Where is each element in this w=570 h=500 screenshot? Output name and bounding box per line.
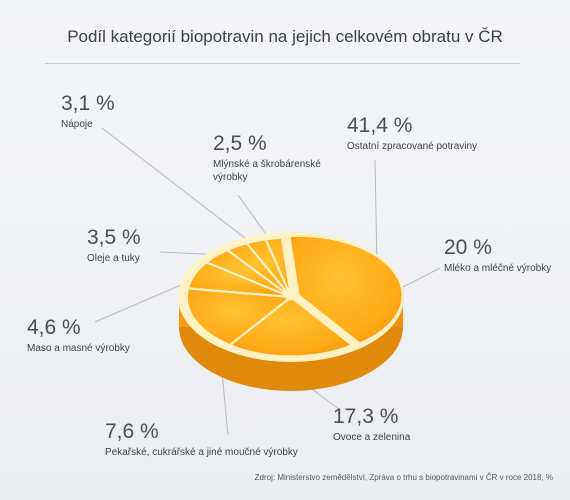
slice-name-ostatni: Ostatní zpracované potraviny: [347, 141, 478, 152]
pie-slice-ostatni: [288, 234, 404, 345]
slice-value-ostatni: 41,4 %: [347, 114, 413, 137]
pie-slice-mlynske: [264, 236, 293, 299]
title-divider: [45, 63, 520, 64]
slice-name-mleko: Mléko a mléčné výrobky: [444, 263, 552, 274]
slice-value-mlynske: 2,5 %: [213, 132, 267, 155]
slice-name-mlynske: Mlýnské a škrobárenské výrobky: [213, 159, 321, 183]
slice-value-ovoce: 17,3 %: [333, 405, 399, 428]
slice-label-oleje: 3,5 % Oleje a tuky: [87, 227, 141, 265]
source-note: Zdroj: Ministerstvo zemědělství, Zpráva …: [254, 473, 553, 482]
slice-label-ovoce: 17,3 % Ovoce a zelenina: [333, 406, 410, 444]
pie-slices: [185, 234, 404, 358]
slice-label-maso: 4,6 % Maso a masné výrobky: [27, 317, 130, 355]
slice-label-mlynske: 2,5 % Mlýnské a škrobárenské výrobky: [213, 133, 331, 184]
slice-label-napoje: 3,1 % Nápoje: [61, 93, 115, 131]
slice-value-oleje: 3,5 %: [87, 226, 141, 249]
orange-center: [285, 293, 297, 301]
slice-name-oleje: Oleje a tuky: [87, 253, 140, 264]
slice-name-pekarske: Pekařské, cukrářské a jiné moučné výrobk…: [105, 447, 298, 458]
slice-value-mleko: 20 %: [444, 236, 492, 259]
slice-value-maso: 4,6 %: [27, 316, 81, 339]
chart-title: Podíl kategorií biopotravin na jejich ce…: [67, 27, 503, 46]
leader-line-napoje: [101, 127, 264, 253]
slice-name-napoje: Nápoje: [61, 119, 93, 130]
slice-value-napoje: 3,1 %: [61, 92, 115, 115]
slice-value-pekarske: 7,6 %: [105, 420, 159, 443]
slice-name-maso: Maso a masné výrobky: [27, 343, 130, 354]
slice-label-mleko: 20 % Mléko a mléčné výrobky: [444, 237, 551, 275]
slice-label-ostatni: 41,4 % Ostatní zpracované potraviny: [347, 115, 477, 153]
pie-slice-mleko: [228, 295, 354, 358]
pie-slice-ovoce: [185, 287, 293, 347]
slice-name-ovoce: Ovoce a zelenina: [333, 432, 411, 443]
slice-label-pekarske: 7,6 % Pekařské, cukrářské a jiné moučné …: [105, 421, 298, 459]
